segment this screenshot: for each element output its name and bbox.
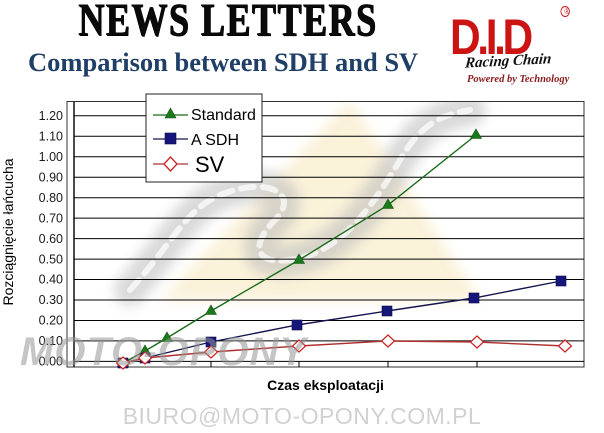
svg-text:0.60: 0.60 (39, 232, 63, 246)
svg-text:0.50: 0.50 (39, 252, 63, 266)
svg-text:0.70: 0.70 (39, 211, 63, 225)
svg-text:0.40: 0.40 (39, 273, 63, 287)
svg-text:0.90: 0.90 (39, 170, 63, 184)
svg-text:A SDH: A SDH (191, 132, 239, 149)
svg-text:0.30: 0.30 (39, 293, 63, 307)
svg-text:Standard: Standard (191, 107, 256, 124)
svg-text:1.20: 1.20 (39, 109, 63, 123)
svg-text:1.10: 1.10 (39, 130, 63, 144)
svg-text:0.80: 0.80 (39, 191, 63, 205)
svg-text:SV: SV (195, 152, 225, 177)
svg-text:1.00: 1.00 (39, 150, 63, 164)
svg-text:0.20: 0.20 (39, 314, 63, 328)
